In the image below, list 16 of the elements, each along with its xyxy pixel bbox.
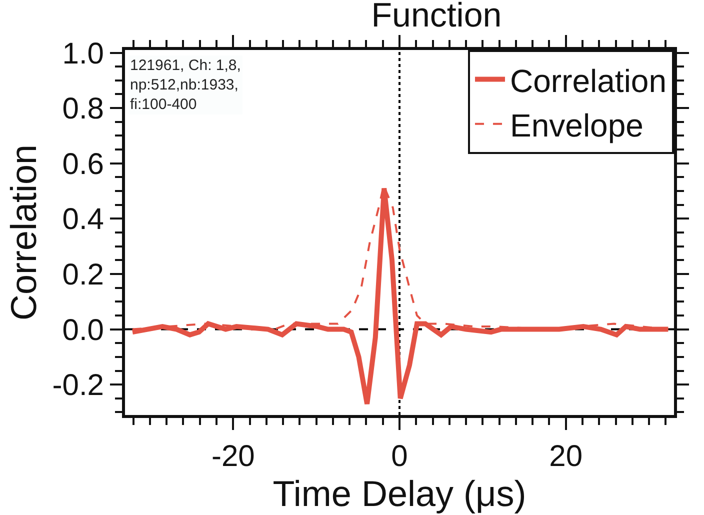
x-tick-label: 0 xyxy=(391,440,408,473)
y-tick-label: 0.4 xyxy=(62,203,104,236)
y-tick-label: 1.0 xyxy=(62,37,104,70)
x-axis-title: Time Delay (μs) xyxy=(272,473,526,514)
annotation: 121961, Ch: 1,8, np:512,nb:1933, fi:100-400 xyxy=(130,57,241,113)
x-tick-label: -20 xyxy=(211,440,255,473)
y-tick-label: 0.2 xyxy=(62,258,104,292)
y-tick-label: 0.0 xyxy=(62,314,104,347)
chart-title: Function xyxy=(371,0,502,34)
y-tick-label: 0.8 xyxy=(62,92,104,126)
y-axis-title: Correlation xyxy=(3,144,44,321)
x-tick-label: 20 xyxy=(549,440,583,473)
legend-label: Correlation xyxy=(510,62,667,99)
y-tick-label: 0.6 xyxy=(62,148,104,181)
legend-label: Envelope xyxy=(510,107,644,144)
y-tick-label: -0.2 xyxy=(52,369,104,402)
